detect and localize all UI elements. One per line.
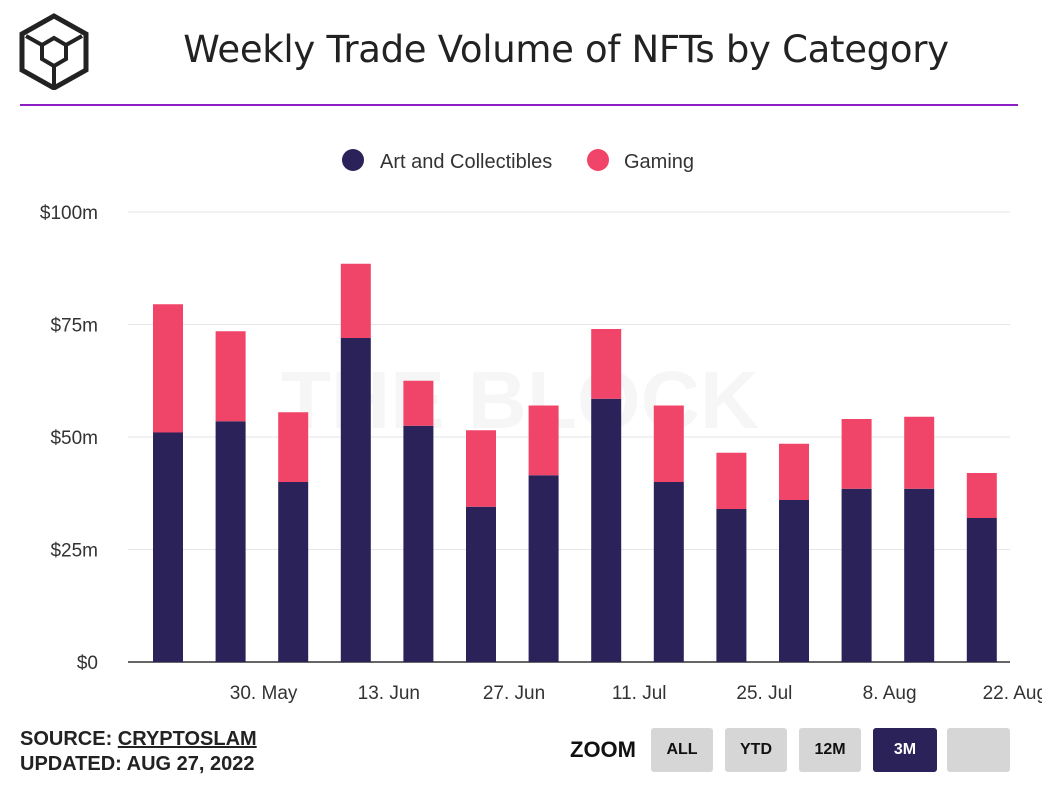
the-block-logo-icon	[19, 13, 89, 90]
source-link[interactable]: CRYPTOSLAM	[117, 728, 257, 750]
bar-art-collectibles	[340, 338, 371, 662]
x-tick-label: 27. Jun	[483, 683, 545, 704]
x-tick-label: 22. Aug	[983, 683, 1042, 704]
y-tick-label: $75m	[50, 316, 98, 337]
chart-title: Weekly Trade Volume of NFTs by Category	[183, 28, 949, 71]
bar-art-collectibles	[466, 506, 496, 662]
bar-art-collectibles	[278, 482, 309, 662]
zoom-3m-button[interactable]: 3M	[873, 728, 937, 772]
bar-gaming	[716, 452, 747, 509]
y-tick-label: $0	[77, 653, 98, 674]
bar-gaming	[779, 443, 809, 500]
updated-date: UPDATED: AUG 27, 2022	[20, 753, 255, 775]
zoom-ytd-button[interactable]: YTD	[725, 728, 787, 772]
legend-marker-gaming	[587, 149, 609, 171]
bar-art-collectibles	[966, 518, 997, 662]
bar-art-collectibles	[403, 425, 434, 662]
bar-gaming	[466, 430, 496, 507]
bar-gaming	[591, 329, 622, 399]
x-tick-label: 11. Jul	[612, 683, 667, 704]
bar-art-collectibles	[215, 421, 246, 662]
bar-gaming	[653, 405, 684, 482]
y-tick-label: $25m	[50, 541, 98, 562]
y-tick-label: $100m	[40, 203, 98, 224]
bar-art-collectibles	[716, 509, 747, 662]
bar-gaming	[278, 412, 309, 482]
bar-art-collectibles	[153, 432, 183, 662]
bar-art-collectibles	[779, 500, 809, 662]
source-label: SOURCE:	[20, 728, 113, 750]
zoom-12m-button[interactable]: 12M	[799, 728, 861, 772]
x-tick-label: 25. Jul	[736, 683, 792, 704]
legend-label-gaming: Gaming	[624, 151, 694, 173]
bar-gaming	[340, 263, 371, 338]
title-divider	[20, 104, 1018, 106]
bar-art-collectibles	[904, 488, 935, 662]
x-tick-label: 13. Jun	[358, 683, 420, 704]
bar-art-collectibles	[841, 488, 872, 662]
bar-gaming	[153, 304, 183, 433]
bar-gaming	[215, 331, 246, 422]
x-tick-label: 30. May	[230, 683, 298, 704]
bar-gaming	[403, 380, 434, 426]
legend-marker-art	[342, 149, 364, 171]
bar-gaming	[528, 405, 559, 476]
bar-gaming	[966, 473, 997, 518]
zoom-all-button[interactable]: ALL	[651, 728, 713, 772]
footer: SOURCE: CRYPTOSLAM UPDATED: AUG 27, 2022	[20, 727, 257, 777]
bar-art-collectibles	[528, 475, 559, 662]
bar-art-collectibles	[653, 482, 684, 662]
zoom-custom-button[interactable]	[947, 728, 1010, 772]
stacked-bar-chart: THE BLOCK $0$25m$50m$75m$100m 30. May 13.…	[40, 149, 1042, 704]
bar-art-collectibles	[591, 398, 622, 662]
bar-gaming	[904, 416, 935, 489]
y-tick-label: $50m	[50, 428, 98, 449]
legend-label-art: Art and Collectibles	[380, 151, 552, 173]
zoom-label: ZOOM	[570, 737, 636, 762]
x-tick-label: 8. Aug	[863, 683, 917, 704]
bar-gaming	[841, 419, 872, 489]
